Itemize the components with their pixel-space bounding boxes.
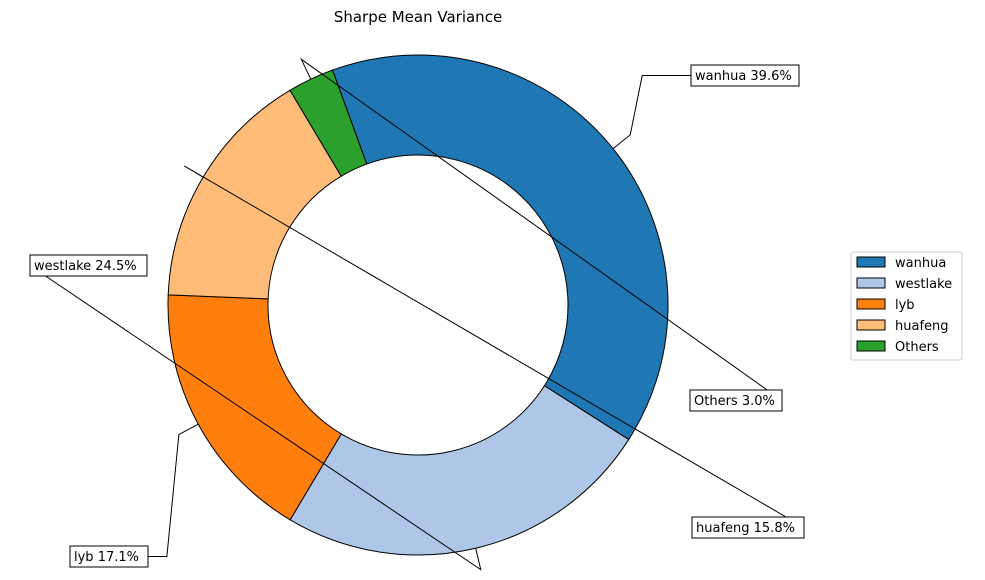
donut-slices [167,54,669,556]
leader-wanhua [612,75,691,150]
slice-label-westlake: westlake 24.5% [34,259,137,274]
legend-label-wanhua: wanhua [895,256,946,271]
label-box-westlake [29,254,148,277]
label-box-wanhua [690,64,800,87]
label-box-huafeng [691,516,805,539]
label-box-others [689,389,783,412]
legend-label-westlake: westlake [895,277,952,292]
legend-swatch-wanhua [856,256,886,268]
chart-title: Sharpe Mean Variance [334,8,502,26]
label-leaders [29,57,805,571]
legend: wanhua westlake lyb huafeng Others [850,251,963,361]
legend-label-huafeng: huafeng [895,319,949,334]
slice-others [289,69,368,177]
slice-label-wanhua: wanhua 39.6% [695,69,792,84]
label-box-lyb [69,545,149,568]
legend-swatch-huafeng [856,319,886,331]
legend-swatch-westlake [856,277,886,289]
slice-label-lyb: lyb 17.1% [74,550,139,565]
legend-label-lyb: lyb [895,298,915,313]
leader-westlake [29,265,482,571]
slice-label-others: Others 3.0% [694,394,775,409]
legend-swatch-others [856,340,886,352]
slice-label-huafeng: huafeng 15.8% [696,521,795,536]
slice-labels: wanhua 39.6% westlake 24.5% lyb 17.1% huafe… [29,64,805,568]
leader-others [300,57,783,401]
slice-lyb [167,294,342,521]
leader-lyb [148,423,199,557]
slice-wanhua [331,54,669,441]
legend-swatch-lyb [856,298,886,310]
slice-westlake [289,385,630,556]
leader-huafeng [184,165,805,528]
legend-label-others: Others [895,340,939,355]
